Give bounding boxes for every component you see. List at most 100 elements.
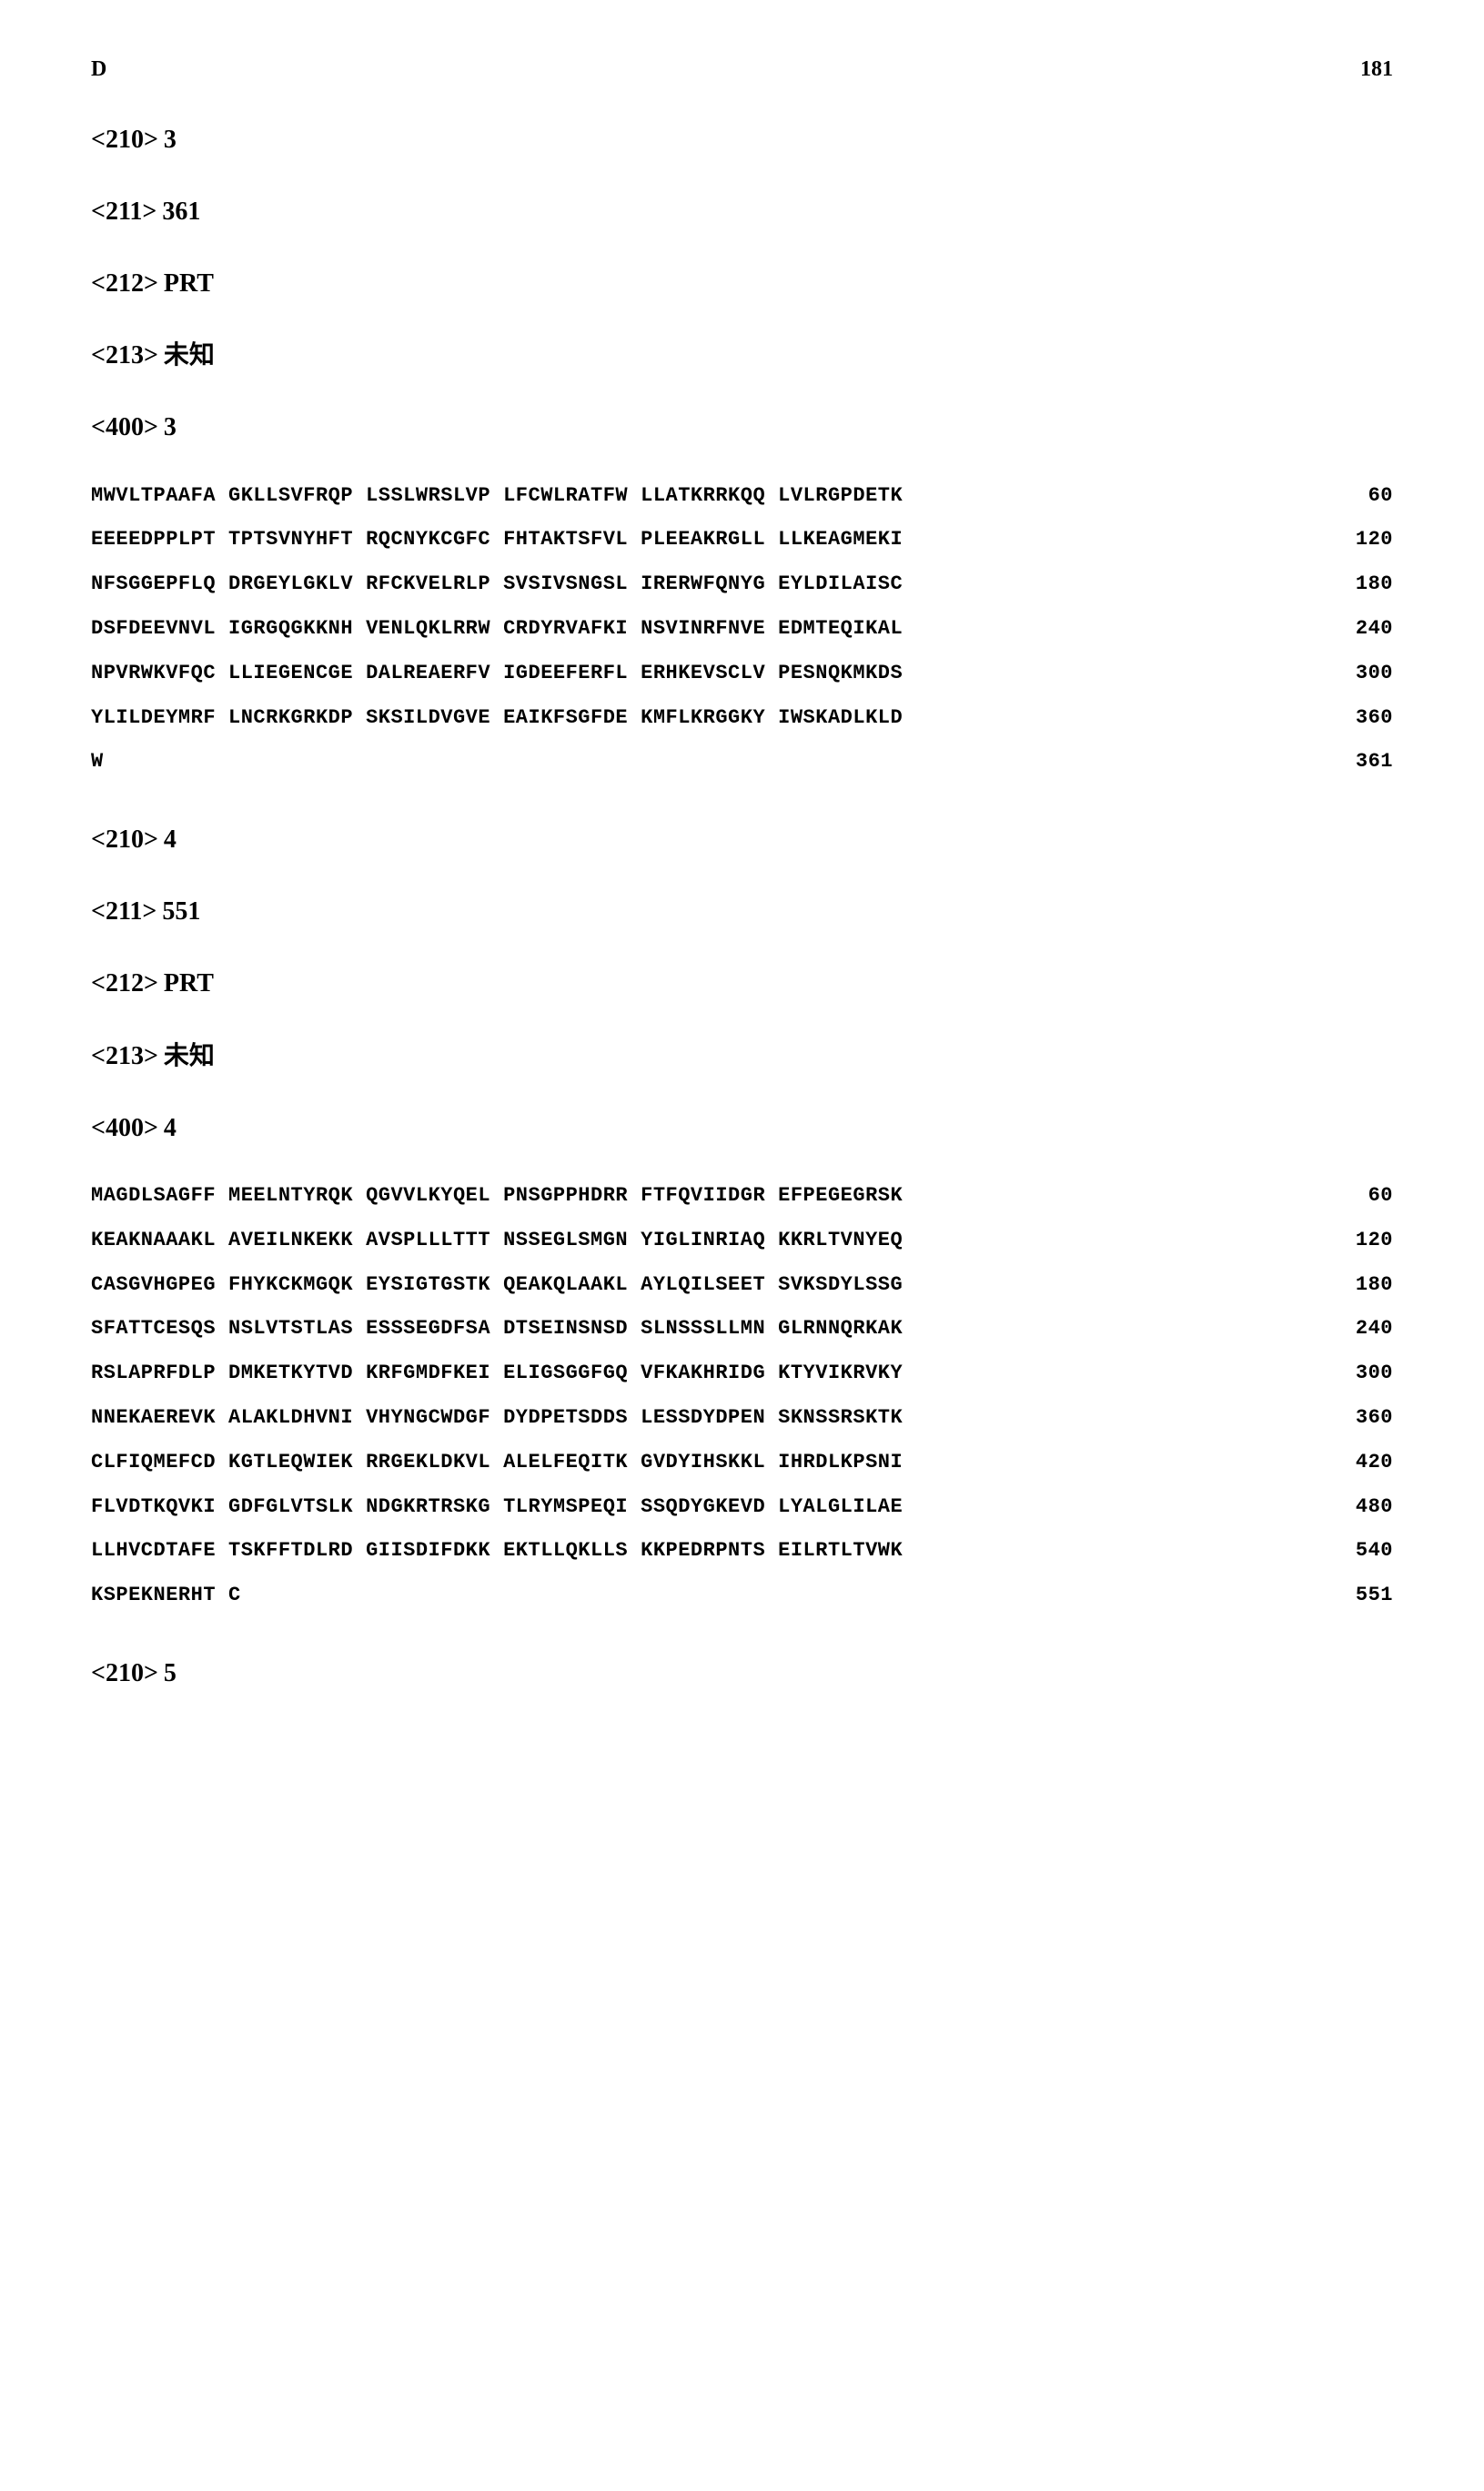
sequence-group: C xyxy=(228,1582,241,1610)
sequence-group: YIGLINRIAQ xyxy=(641,1227,765,1255)
sequence-groups: EEEEDPPLPTTPTSVNYHFTRQCNYKCGFCFHTAKTSFVL… xyxy=(91,526,903,554)
sequence-position: 300 xyxy=(1338,660,1393,688)
meta-value: 3 xyxy=(164,413,177,441)
meta-value: 5 xyxy=(164,1659,177,1687)
meta-line: <210>5 xyxy=(91,1656,1393,1691)
sequence-group: QEAKQLAAKL xyxy=(503,1271,628,1300)
sequence-group: ALELFEQITK xyxy=(503,1449,628,1477)
sequence-position: 180 xyxy=(1338,1271,1393,1300)
sequence-group: CRDYRVAFKI xyxy=(503,615,628,643)
page-number: 181 xyxy=(1360,55,1393,86)
sequence-group: RFCKVELRLP xyxy=(366,571,490,599)
meta-tag: <210> xyxy=(91,825,158,854)
meta-line: <212>PRT xyxy=(91,266,1393,301)
sequence-groups: SFATTCESQSNSLVTSTLASESSSEGDFSADTSEINSNSD… xyxy=(91,1315,903,1343)
sequence-group: LNCRKGRKDP xyxy=(228,704,353,733)
sequence-group: NFSGGEPFLQ xyxy=(91,571,216,599)
sequence-groups: LLHVCDTAFETSKFFTDLRDGIISDIFDKKEKTLLQKLLS… xyxy=(91,1537,903,1565)
sequence-group: DMKETKYTVD xyxy=(228,1360,353,1388)
sequence-group: SVKSDYLSSG xyxy=(778,1271,903,1300)
sequence-position: 360 xyxy=(1338,704,1393,733)
sequence-group: EYLDILAISC xyxy=(778,571,903,599)
sequence-position: 480 xyxy=(1338,1494,1393,1522)
sequence-row: LLHVCDTAFETSKFFTDLRDGIISDIFDKKEKTLLQKLLS… xyxy=(91,1537,1393,1565)
sequence-group: NNEKAEREVK xyxy=(91,1404,216,1433)
page-header: D 181 xyxy=(91,55,1393,86)
sequence-groups: KEAKNAAAKLAVEILNKEKKAVSPLLLTTTNSSEGLSMGN… xyxy=(91,1227,903,1255)
sequence-group: SKNSSRSKTK xyxy=(778,1404,903,1433)
meta-tag: <212> xyxy=(91,269,158,298)
sequence-row: CASGVHGPEGFHYKCKMGQKEYSIGTGSTKQEAKQLAAKL… xyxy=(91,1271,1393,1300)
sequence-group: KKPEDRPNTS xyxy=(641,1537,765,1565)
sequence-row: FLVDTKQVKIGDFGLVTSLKNDGKRTRSKGTLRYMSPEQI… xyxy=(91,1494,1393,1522)
sequence-group: CASGVHGPEG xyxy=(91,1271,216,1300)
sequence-group: AYLQILSEET xyxy=(641,1271,765,1300)
sequence-groups: CLFIQMEFCDKGTLEQWIEKRRGEKLDKVLALELFEQITK… xyxy=(91,1449,903,1477)
sequence-group: GVDYIHSKKL xyxy=(641,1449,765,1477)
header-left: D xyxy=(91,55,106,86)
sequence-group: EFPEGEGRSK xyxy=(778,1182,903,1210)
sequence-position: 240 xyxy=(1338,1315,1393,1343)
sequence-block: MWVLTPAAFAGKLLSVFRQPLSSLWRSLVPLFCWLRATFW… xyxy=(91,482,1393,777)
meta-line: <211>551 xyxy=(91,894,1393,929)
meta-tag: <400> xyxy=(91,1114,158,1142)
sequence-group: MWVLTPAAFA xyxy=(91,482,216,511)
meta-value: 3 xyxy=(164,126,177,154)
sequence-group: FHTAKTSFVL xyxy=(503,526,628,554)
sequence-group: LLATKRRKQQ xyxy=(641,482,765,511)
meta-line: <400>3 xyxy=(91,410,1393,445)
meta-tag: <211> xyxy=(91,897,156,926)
sequence-group: SVSIVSNGSL xyxy=(503,571,628,599)
sequence-group: LVLRGPDETK xyxy=(778,482,903,511)
sequence-group: KSPEKNERHT xyxy=(91,1582,216,1610)
sequence-group: EYSIGTGSTK xyxy=(366,1271,490,1300)
sequence-position: 60 xyxy=(1338,482,1393,511)
sequence-group: IHRDLKPSNI xyxy=(778,1449,903,1477)
sequence-group: KKRLTVNYEQ xyxy=(778,1227,903,1255)
sequence-row: CLFIQMEFCDKGTLEQWIEKRRGEKLDKVLALELFEQITK… xyxy=(91,1449,1393,1477)
meta-line: <213>未知 xyxy=(91,1038,1393,1074)
sequence-group: TLRYMSPEQI xyxy=(503,1494,628,1522)
sequence-group: ELIGSGGFGQ xyxy=(503,1360,628,1388)
meta-line: <211>361 xyxy=(91,194,1393,229)
meta-value: 4 xyxy=(164,1114,177,1142)
sequence-row: EEEEDPPLPTTPTSVNYHFTRQCNYKCGFCFHTAKTSFVL… xyxy=(91,526,1393,554)
sequence-row: NFSGGEPFLQ DRGEYLGKLV RFCKVELRLP SVSIVSNGSL… xyxy=(91,571,1393,599)
sequence-group: W xyxy=(91,748,104,776)
meta-line: <212>PRT xyxy=(91,966,1393,1001)
sequence-position: 240 xyxy=(1338,615,1393,643)
sequence-group: IRERWFQNYG xyxy=(641,571,765,599)
sequence-group: SFATTCESQS xyxy=(91,1315,216,1343)
sequence-row: KSPEKNERHTC551 xyxy=(91,1582,1393,1610)
sequence-group: LLIEGENCGE xyxy=(228,660,353,688)
meta-tag: <400> xyxy=(91,413,158,441)
sequence-groups: NPVRWKVFQCLLIEGENCGEDALREAERFVIGDEEFERFL… xyxy=(91,660,903,688)
sequence-group: LFCWLRATFW xyxy=(503,482,628,511)
sequence-group: GKLLSVFRQP xyxy=(228,482,353,511)
meta-value: 未知 xyxy=(164,1042,215,1070)
sequence-group: PESNQKMKDS xyxy=(778,660,903,688)
sequence-group: RSLAPRFDLP xyxy=(91,1360,216,1388)
meta-value: 4 xyxy=(164,825,177,854)
sequence-groups: YLILDEYMRFLNCRKGRKDPSKSILDVGVEEAIKFSGFDE… xyxy=(91,704,903,733)
sequence-group: FLVDTKQVKI xyxy=(91,1494,216,1522)
sequence-group: GIISDIFDKK xyxy=(366,1537,490,1565)
sequence-group: GDFGLVTSLK xyxy=(228,1494,353,1522)
sequence-group: EAIKFSGFDE xyxy=(503,704,628,733)
sequence-group: DRGEYLGKLV xyxy=(228,571,353,599)
sequence-groups: MAGDLSAGFFMEELNTYRQKQGVVLKYQELPNSGPPHDRR… xyxy=(91,1182,903,1210)
sequence-group: EEEEDPPLPT xyxy=(91,526,216,554)
sequence-group: LYALGLILAE xyxy=(778,1494,903,1522)
sequence-group: KGTLEQWIEK xyxy=(228,1449,353,1477)
sequence-group: CLFIQMEFCD xyxy=(91,1449,216,1477)
sequence-groups: W xyxy=(91,748,104,776)
sequence-group: NSVINRFNVE xyxy=(641,615,765,643)
meta-tag: <212> xyxy=(91,969,158,997)
sequence-group: IGDEEFERFL xyxy=(503,660,628,688)
sequence-group: ERHKEVSCLV xyxy=(641,660,765,688)
sequence-group: PLEEAKRGLL xyxy=(641,526,765,554)
meta-value: 未知 xyxy=(164,341,215,370)
sequence-group: PNSGPPHDRR xyxy=(503,1182,628,1210)
sequence-groups: DSFDEEVNVLIGRGQGKKNHVENLQKLRRWCRDYRVAFKI… xyxy=(91,615,903,643)
meta-line: <213>未知 xyxy=(91,338,1393,373)
